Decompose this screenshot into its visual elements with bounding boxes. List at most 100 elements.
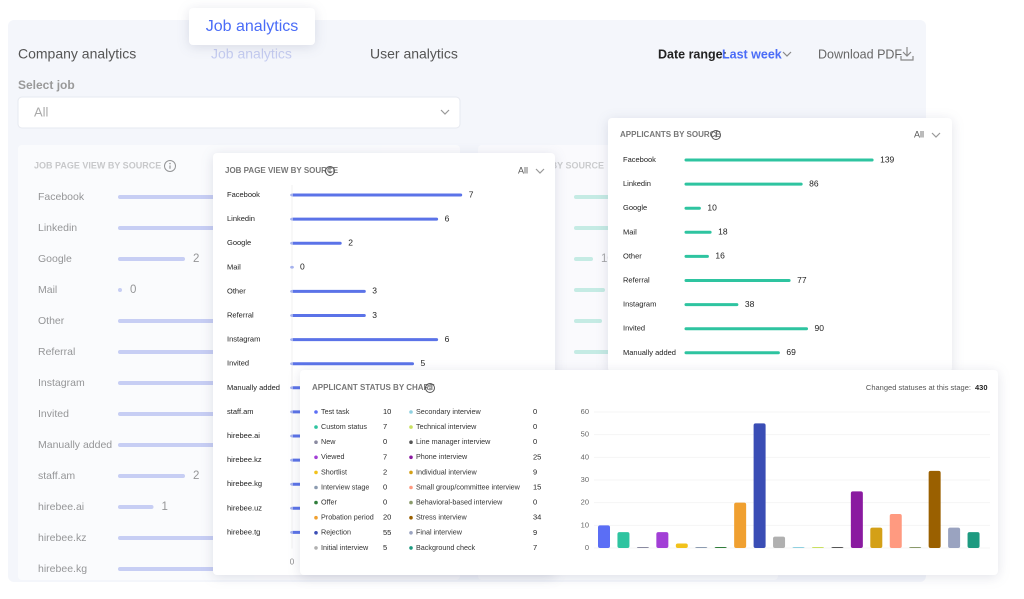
- row-label: hirebee.kz: [38, 532, 86, 544]
- legend-dot: [314, 531, 318, 535]
- row-label: hirebee.tg: [227, 527, 260, 536]
- bar: [773, 536, 786, 548]
- row-label: Referral: [38, 346, 75, 358]
- legend-value: 2: [383, 467, 387, 476]
- select-job-dropdown[interactable]: [17, 96, 461, 129]
- tooltip-label[interactable]: Job analytics: [206, 18, 299, 35]
- legend-dot: [314, 500, 318, 505]
- legend-label: New: [321, 437, 336, 446]
- legend-dot: [314, 440, 318, 445]
- status-card: APPLICANT STATUS BY CHART Changed statuse…: [300, 370, 998, 575]
- card-title: JOB PAGE VIEW BY SOURCE: [225, 166, 339, 175]
- tooltip-tab: Job analytics: [189, 8, 315, 45]
- legend-label: Viewed: [321, 452, 344, 461]
- legend-value: 34: [533, 513, 541, 522]
- bar-value: 2: [193, 253, 199, 265]
- legend-value: 9: [533, 528, 537, 537]
- legend-dot: [314, 515, 318, 520]
- select-job-value: All: [34, 104, 49, 119]
- row-label: Invited: [227, 359, 249, 368]
- legend-label: Secondary interview: [416, 407, 482, 416]
- row-label: Manually added: [623, 348, 676, 357]
- legend-value: 7: [533, 543, 537, 552]
- legend-label: Rejection: [321, 528, 351, 537]
- legend-label: Background check: [416, 543, 476, 552]
- bar: [870, 527, 883, 548]
- bar-value: 6: [445, 334, 450, 344]
- bar-value: 2: [193, 470, 199, 482]
- row-label: Instagram: [623, 300, 656, 309]
- row-label: Facebook: [38, 191, 85, 203]
- bar: [928, 470, 941, 548]
- download-button[interactable]: Download PDF: [818, 47, 902, 61]
- total-value: 430: [975, 383, 988, 392]
- bar-value: 3: [372, 286, 377, 296]
- row-label: Other: [38, 315, 65, 327]
- legend-label: Phone interview: [416, 452, 468, 461]
- row-label: Manually added: [227, 383, 280, 392]
- info-icon-dot: [329, 168, 331, 170]
- bar: [695, 547, 708, 548]
- legend-value: 0: [383, 437, 387, 446]
- bar-value: 38: [745, 299, 755, 309]
- info-icon: [711, 130, 721, 140]
- tab[interactable]: Job analytics: [211, 46, 292, 62]
- legend-label: Probation period: [321, 513, 374, 522]
- date-range-value[interactable]: Last week: [722, 47, 782, 61]
- y-tick-label: 20: [581, 498, 589, 507]
- row-label: Invited: [623, 324, 645, 333]
- row-label: Invited: [38, 408, 69, 420]
- card-background: [608, 118, 952, 372]
- applicants-card: APPLICANTS BY SOURCE All Facebook 139 Linked…: [608, 118, 952, 372]
- total-label: Changed statuses at this stage:: [866, 383, 971, 392]
- filter-value[interactable]: All: [914, 129, 924, 139]
- tab[interactable]: User analytics: [370, 46, 458, 62]
- row-label: Instagram: [38, 377, 85, 389]
- legend-value: 0: [533, 422, 537, 431]
- row-label: Linkedin: [227, 214, 255, 223]
- bar-value: 6: [445, 213, 450, 223]
- legend-dot: [314, 546, 318, 550]
- legend-dot: [314, 470, 318, 475]
- legend-value: 7: [383, 422, 387, 431]
- y-tick-label: 10: [581, 520, 589, 529]
- info-icon: [325, 166, 335, 176]
- bar: [889, 514, 902, 548]
- bar: [753, 423, 766, 548]
- legend-label: Technical interview: [416, 422, 477, 431]
- info-icon-dot: [169, 162, 171, 165]
- legend-value: 10: [383, 407, 391, 416]
- card-title: JOB PAGE VIEW BY SOURCE: [34, 160, 161, 170]
- bar-value: 77: [797, 275, 807, 285]
- row-label: staff.am: [227, 407, 254, 416]
- bar: [792, 547, 805, 548]
- bar-value: 0: [300, 262, 305, 272]
- row-label: Mail: [38, 284, 57, 296]
- y-tick-label: 40: [581, 452, 589, 461]
- chevron-icon: [782, 51, 792, 57]
- row-label: hirebee.ai: [38, 501, 84, 513]
- filter-value[interactable]: All: [518, 165, 528, 175]
- chevron-icon: [440, 109, 450, 115]
- legend-label: Final interview: [416, 528, 463, 537]
- bar-value: 0: [130, 284, 136, 296]
- row-label: Mail: [623, 227, 637, 236]
- bar: [714, 547, 727, 548]
- bar: [850, 491, 863, 548]
- bar-value: 7: [469, 189, 474, 199]
- tab[interactable]: Company analytics: [18, 46, 136, 62]
- info-icon: [164, 160, 176, 172]
- legend-value: 5: [383, 543, 387, 552]
- row-label: Linkedin: [623, 179, 651, 188]
- bar: [598, 525, 610, 548]
- bar: [734, 502, 747, 548]
- bar-value: 16: [715, 251, 725, 261]
- legend-dot: [409, 546, 413, 550]
- y-tick-label: 50: [581, 430, 589, 439]
- bar: [675, 543, 688, 548]
- row-label: hirebee.ai: [227, 431, 260, 440]
- row-label: Manually added: [38, 439, 112, 451]
- tooltip-background: [189, 8, 315, 45]
- bar: [909, 547, 922, 548]
